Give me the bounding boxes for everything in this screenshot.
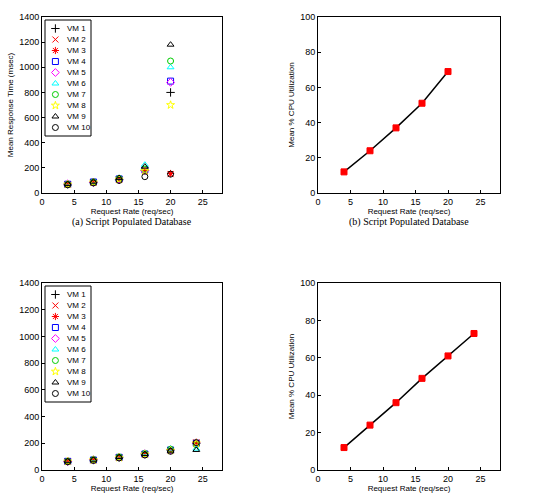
svg-text:20: 20 <box>305 428 315 438</box>
svg-text:25: 25 <box>198 197 208 207</box>
svg-text:1400: 1400 <box>19 12 39 22</box>
svg-text:400: 400 <box>24 412 39 422</box>
svg-text:15: 15 <box>133 197 143 207</box>
svg-text:10: 10 <box>378 197 388 207</box>
svg-text:VM 5: VM 5 <box>67 68 86 77</box>
svg-text:1400: 1400 <box>19 278 39 288</box>
svg-text:10: 10 <box>101 474 111 484</box>
svg-text:VM 9: VM 9 <box>67 112 86 121</box>
svg-text:15: 15 <box>133 474 143 484</box>
svg-text:40: 40 <box>305 118 315 128</box>
svg-text:60: 60 <box>305 353 315 363</box>
svg-text:VM 8: VM 8 <box>67 101 86 110</box>
svg-text:Mean % CPU Utilization: Mean % CPU Utilization <box>287 334 296 419</box>
svg-text:VM 1: VM 1 <box>67 24 86 33</box>
svg-text:VM 9: VM 9 <box>67 378 86 387</box>
svg-text:20: 20 <box>166 474 176 484</box>
svg-text:Mean Response Time (msec): Mean Response Time (msec) <box>6 52 15 157</box>
svg-text:VM 4: VM 4 <box>67 57 86 66</box>
svg-text:Mean % CPU Utilization: Mean % CPU Utilization <box>287 62 296 147</box>
svg-text:20: 20 <box>305 153 315 163</box>
svg-text:VM 3: VM 3 <box>67 46 86 55</box>
svg-text:0: 0 <box>39 197 44 207</box>
svg-text:5: 5 <box>348 197 353 207</box>
svg-text:20: 20 <box>166 197 176 207</box>
svg-text:25: 25 <box>475 197 485 207</box>
svg-text:0: 0 <box>315 197 320 207</box>
svg-text:100: 100 <box>300 12 315 22</box>
svg-text:0: 0 <box>34 465 39 475</box>
svg-text:VM 8: VM 8 <box>67 367 86 376</box>
svg-text:10: 10 <box>101 197 111 207</box>
svg-text:100: 100 <box>300 278 315 288</box>
svg-text:0: 0 <box>310 465 315 475</box>
svg-text:400: 400 <box>24 138 39 148</box>
svg-text:VM 10: VM 10 <box>67 389 91 398</box>
svg-text:0: 0 <box>34 188 39 198</box>
svg-text:Request Rate (req/sec): Request Rate (req/sec) <box>91 484 174 493</box>
svg-text:VM 10: VM 10 <box>67 123 91 132</box>
svg-text:600: 600 <box>24 113 39 123</box>
svg-text:80: 80 <box>305 47 315 57</box>
svg-text:60: 60 <box>305 83 315 93</box>
svg-text:40: 40 <box>305 390 315 400</box>
svg-text:200: 200 <box>24 438 39 448</box>
svg-text:5: 5 <box>348 474 353 484</box>
svg-text:5: 5 <box>72 474 77 484</box>
svg-text:0: 0 <box>315 474 320 484</box>
svg-text:15: 15 <box>410 474 420 484</box>
svg-text:VM 7: VM 7 <box>67 90 86 99</box>
svg-text:(a) Script Populated Database: (a) Script Populated Database <box>72 216 192 228</box>
svg-text:VM 4: VM 4 <box>67 323 86 332</box>
svg-text:20: 20 <box>443 197 453 207</box>
svg-text:80: 80 <box>305 316 315 326</box>
svg-text:600: 600 <box>24 385 39 395</box>
svg-text:Request Rate (req/sec): Request Rate (req/sec) <box>91 207 174 216</box>
svg-text:20: 20 <box>443 474 453 484</box>
svg-text:200: 200 <box>24 163 39 173</box>
svg-text:25: 25 <box>198 474 208 484</box>
svg-text:VM 5: VM 5 <box>67 334 86 343</box>
svg-text:VM 2: VM 2 <box>67 301 86 310</box>
svg-text:1000: 1000 <box>19 62 39 72</box>
svg-text:800: 800 <box>24 358 39 368</box>
svg-text:0: 0 <box>39 474 44 484</box>
svg-text:VM 2: VM 2 <box>67 35 86 44</box>
svg-text:1200: 1200 <box>19 37 39 47</box>
svg-text:1200: 1200 <box>19 305 39 315</box>
svg-text:1000: 1000 <box>19 332 39 342</box>
svg-text:VM 3: VM 3 <box>67 312 86 321</box>
svg-text:10: 10 <box>378 474 388 484</box>
svg-text:5: 5 <box>72 197 77 207</box>
svg-text:(b) Script Populated Database: (b) Script Populated Database <box>349 216 469 228</box>
svg-text:VM 1: VM 1 <box>67 290 86 299</box>
svg-text:Request Rate (req/sec): Request Rate (req/sec) <box>368 207 451 216</box>
svg-text:25: 25 <box>475 474 485 484</box>
svg-text:800: 800 <box>24 88 39 98</box>
svg-text:VM 6: VM 6 <box>67 345 86 354</box>
svg-text:VM 7: VM 7 <box>67 356 86 365</box>
svg-text:15: 15 <box>410 197 420 207</box>
svg-text:Request Rate (req/sec): Request Rate (req/sec) <box>368 484 451 493</box>
svg-text:0: 0 <box>310 188 315 198</box>
svg-text:VM 6: VM 6 <box>67 79 86 88</box>
